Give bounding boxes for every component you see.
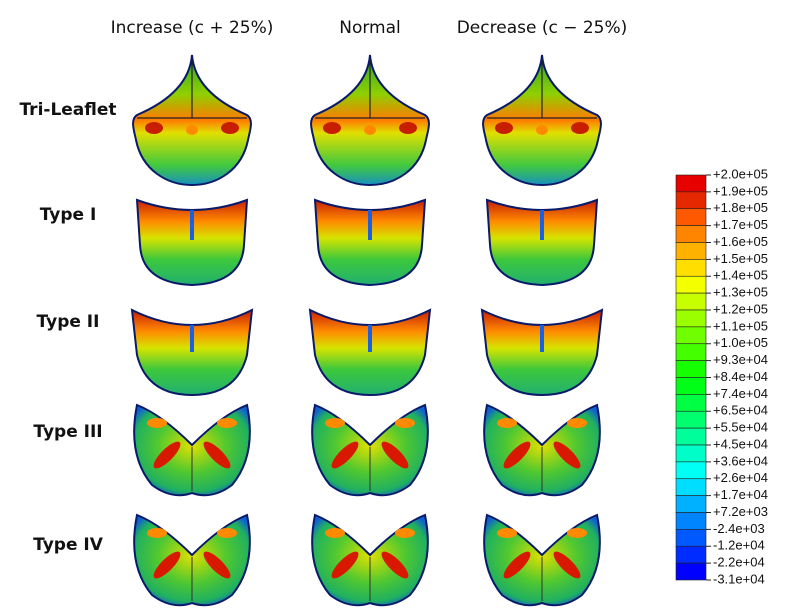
leaflet-plot xyxy=(312,515,428,605)
color-band xyxy=(676,293,706,310)
legend-label: +5.5e+04 xyxy=(713,420,768,435)
legend-label: +1.5e+05 xyxy=(713,251,768,266)
legend-label: +6.5e+04 xyxy=(713,403,768,418)
row-label: Type III xyxy=(33,422,102,442)
legend-label: +7.4e+04 xyxy=(713,386,768,401)
legend-label: +2.6e+04 xyxy=(713,470,768,485)
legend-label: +1.7e+04 xyxy=(713,487,768,502)
color-legend: +2.0e+05 +1.9e+05 +1.8e+05 +1.7e+05 +1.6e+05… xyxy=(676,166,768,586)
color-band xyxy=(676,563,706,580)
color-band xyxy=(676,310,706,327)
leaflet-plot xyxy=(133,55,251,185)
leaflet-plot xyxy=(482,310,602,395)
color-band xyxy=(676,428,706,445)
legend-label: -2.2e+04 xyxy=(713,555,765,570)
legend-label: +1.3e+05 xyxy=(713,285,768,300)
legend-label: +1.8e+05 xyxy=(713,200,768,215)
color-band xyxy=(676,462,706,479)
leaflet-plot xyxy=(134,405,250,495)
leaflet-plot xyxy=(132,310,252,395)
color-band xyxy=(676,344,706,361)
row-label: Type IV xyxy=(33,535,104,555)
leaflet-plot xyxy=(310,310,430,395)
legend-label: +1.6e+05 xyxy=(713,234,768,249)
leaflet-plot xyxy=(484,515,600,605)
leaflet-plot xyxy=(312,405,428,495)
color-band xyxy=(676,378,706,395)
legend-label: +4.5e+04 xyxy=(713,436,768,451)
legend-label: +1.9e+05 xyxy=(713,183,768,198)
leaflet-plot xyxy=(311,55,429,185)
figure: Increase (c + 25%) Normal Decrease (c − … xyxy=(0,0,797,608)
column-header: Increase (c + 25%) xyxy=(111,18,274,38)
row-labels: Tri-Leaflet Type I Type II Type III Type… xyxy=(19,100,116,555)
color-band xyxy=(676,192,706,209)
color-band xyxy=(676,175,706,192)
color-band xyxy=(676,479,706,496)
leaflet-plot xyxy=(487,200,597,285)
color-band xyxy=(676,394,706,411)
legend-label: +1.0e+05 xyxy=(713,335,768,350)
color-band xyxy=(676,411,706,428)
legend-label: -2.4e+03 xyxy=(713,521,765,536)
color-band xyxy=(676,243,706,260)
column-headers: Increase (c + 25%) Normal Decrease (c − … xyxy=(111,18,628,38)
row-label: Type I xyxy=(40,205,97,225)
row-label: Tri-Leaflet xyxy=(19,100,116,120)
leaflet-plot xyxy=(483,55,601,185)
legend-label: +3.6e+04 xyxy=(713,453,768,468)
column-header: Decrease (c − 25%) xyxy=(457,18,628,38)
legend-label: +1.7e+05 xyxy=(713,217,768,232)
legend-label: -3.1e+04 xyxy=(713,571,765,586)
legend-label: +1.2e+05 xyxy=(713,301,768,316)
color-band xyxy=(676,546,706,563)
color-band xyxy=(676,276,706,293)
legend-label: +8.4e+04 xyxy=(713,369,768,384)
leaflet-plot xyxy=(134,515,250,605)
row-label: Type II xyxy=(37,312,100,332)
legend-label: +1.1e+05 xyxy=(713,318,768,333)
color-band xyxy=(676,327,706,344)
color-band xyxy=(676,496,706,513)
leaflet-plot xyxy=(137,200,247,285)
legend-label: +1.4e+05 xyxy=(713,268,768,283)
color-band xyxy=(676,259,706,276)
contour-plots xyxy=(132,55,602,605)
color-band xyxy=(676,529,706,546)
color-band xyxy=(676,209,706,226)
column-header: Normal xyxy=(339,18,401,38)
color-band xyxy=(676,445,706,462)
legend-label: +7.2e+03 xyxy=(713,504,768,519)
color-band xyxy=(676,513,706,530)
legend-label: +9.3e+04 xyxy=(713,352,768,367)
legend-label: +2.0e+05 xyxy=(713,166,768,181)
color-band xyxy=(676,361,706,378)
color-band xyxy=(676,226,706,243)
leaflet-plot xyxy=(484,405,600,495)
legend-label: -1.2e+04 xyxy=(713,538,765,553)
leaflet-plot xyxy=(315,200,425,285)
